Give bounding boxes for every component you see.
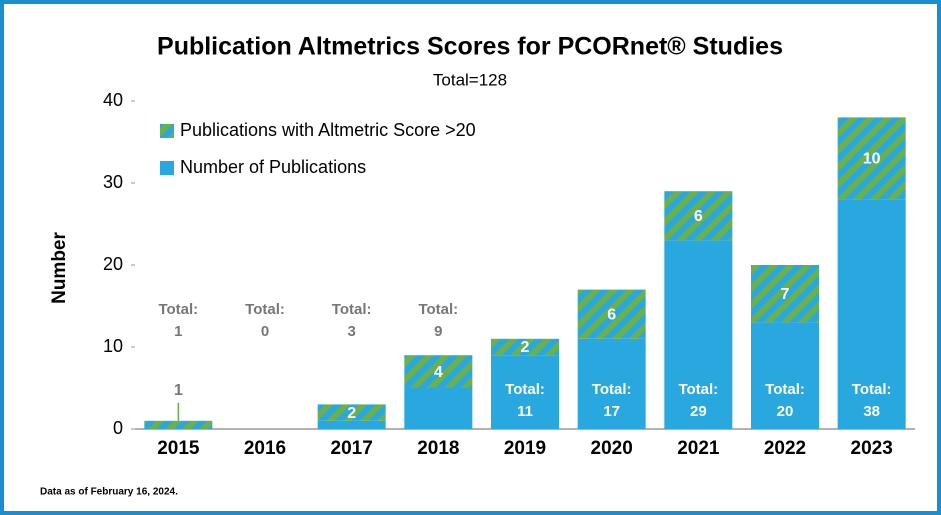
bar-segment (837, 117, 906, 200)
x-tick-label: 2019 (504, 438, 546, 459)
y-tick-label: 30 (103, 172, 123, 192)
bar-segment (577, 289, 646, 339)
x-tick-label: 2016 (244, 438, 286, 459)
footnote: Data as of February 16, 2024. (40, 487, 178, 498)
legend-label: Number of Publications (180, 157, 366, 177)
x-tick-label: 2023 (851, 438, 893, 459)
x-tick-label: 2015 (157, 438, 200, 459)
data-label: 2 (521, 339, 530, 356)
legend-swatch (160, 161, 174, 175)
total-label: Total: (245, 301, 285, 318)
x-tick-label: 2021 (677, 438, 720, 459)
chart-title: Publication Altmetrics Scores for PCORne… (157, 33, 783, 61)
bar-segment (491, 355, 559, 429)
bar-segment (664, 191, 733, 241)
total-label: Total: (765, 381, 805, 398)
total-label: Total: (505, 381, 545, 398)
data-label: 7 (781, 286, 790, 303)
x-tick-label: 2020 (591, 438, 633, 459)
total-label: Total: (678, 381, 718, 398)
total-value: 17 (603, 403, 620, 420)
total-value: 3 (347, 323, 355, 340)
total-label: Total: (592, 381, 632, 398)
x-tick-label: 2018 (417, 438, 459, 459)
bar-segment (317, 420, 386, 429)
data-label: 2 (347, 405, 356, 422)
y-tick-label: 10 (103, 336, 123, 356)
x-tick-label: 2022 (764, 438, 806, 459)
bar-segment (144, 420, 213, 429)
data-label: 6 (607, 306, 616, 323)
bar-segment (751, 322, 819, 429)
total-value: 38 (863, 403, 880, 420)
total-value: 29 (690, 403, 707, 420)
y-tick-label: 20 (103, 254, 123, 274)
total-value: 1 (174, 323, 182, 340)
y-tick-label: 40 (103, 90, 123, 110)
bar-segment (317, 404, 386, 421)
x-tick-label: 2017 (331, 438, 373, 459)
data-label: 4 (434, 364, 443, 381)
data-label: 6 (694, 208, 703, 225)
bar-segment (404, 355, 473, 388)
bar-segment (751, 265, 819, 323)
data-label: 1 (174, 382, 183, 399)
chart-subtitle: Total=128 (433, 70, 507, 89)
total-label: Total: (158, 301, 198, 318)
total-value: 9 (434, 323, 442, 340)
bar-segment (404, 388, 473, 429)
bar-segment (577, 338, 646, 429)
bar-segment (491, 338, 559, 356)
total-label: Total: (418, 301, 458, 318)
legend-swatch (160, 124, 174, 138)
total-label: Total: (332, 301, 372, 318)
y-axis-label: Number (49, 232, 70, 304)
total-value: 20 (777, 403, 794, 420)
bar-segment (664, 240, 733, 429)
bar-segment (837, 199, 906, 429)
total-value: 0 (261, 323, 269, 340)
legend-label: Publications with Altmetric Score >20 (180, 120, 476, 140)
total-value: 11 (517, 403, 533, 420)
total-label: Total: (852, 381, 892, 398)
y-tick-label: 0 (113, 418, 123, 438)
data-label: 10 (863, 151, 881, 168)
